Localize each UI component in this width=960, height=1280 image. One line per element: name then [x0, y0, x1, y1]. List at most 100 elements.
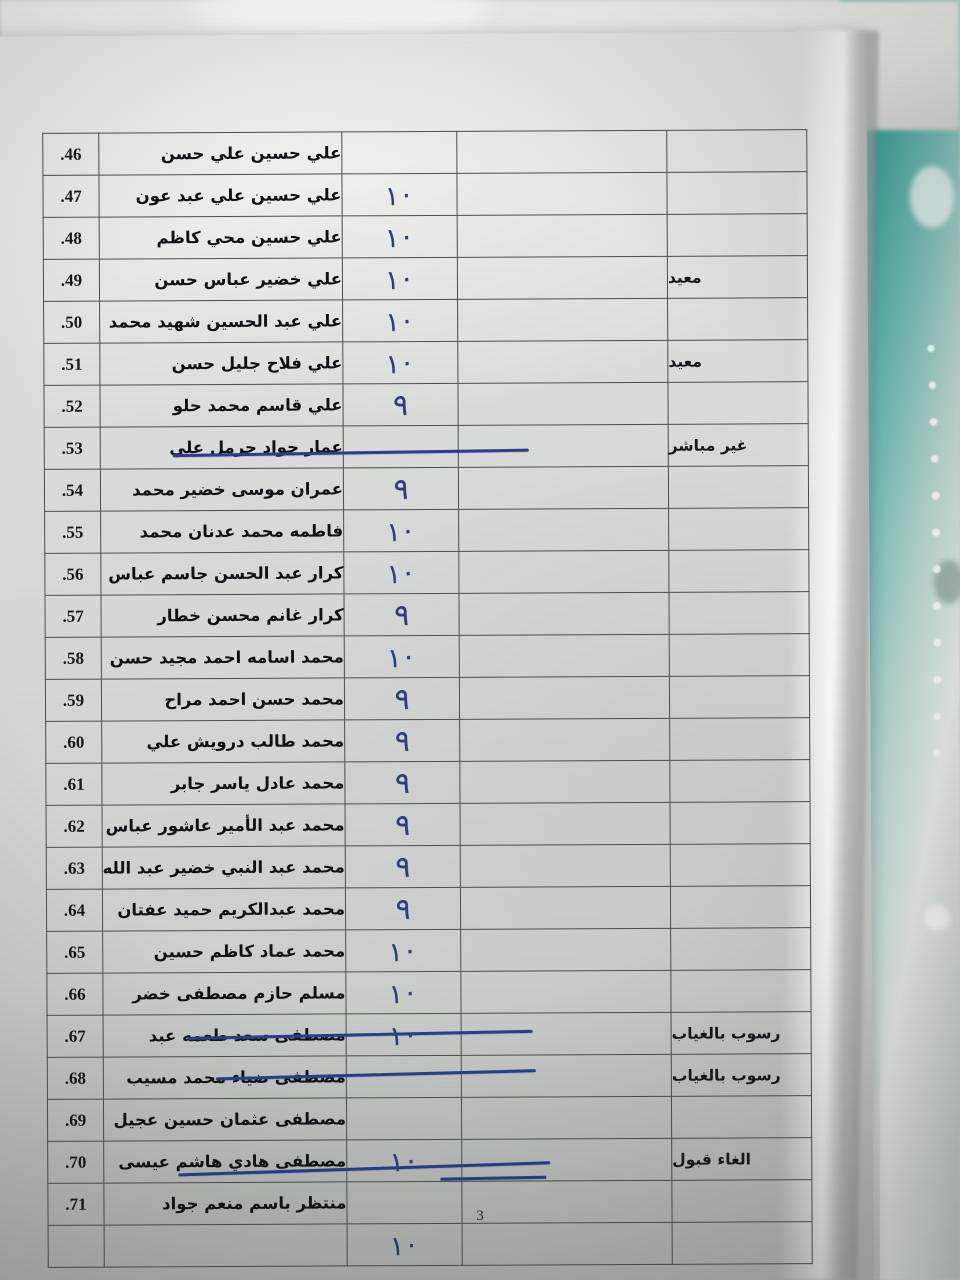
cell-grade: ١٠	[341, 173, 458, 216]
cell-empty	[458, 592, 670, 636]
cell-sequence-number: .46	[42, 133, 99, 176]
table-row: ٩ كرار غانم محسن خطار .57	[44, 591, 810, 638]
cell-grade: ٩	[345, 887, 461, 930]
cell-empty	[457, 214, 668, 258]
cell-student-name: عمران موسى خضير محمد	[100, 467, 344, 512]
sequence-number-text: .57	[62, 606, 84, 626]
sequence-number-text: .58	[62, 648, 84, 668]
handwritten-grade: ١٠	[388, 934, 418, 970]
desk-bead-chain	[918, 330, 944, 790]
cell-student-name: مصطفى هادي هاشم عيسى	[103, 1139, 347, 1184]
student-name-text: مصطفى ضياء محمد مسيب	[126, 1067, 346, 1088]
handwritten-grade: ٩	[391, 471, 411, 508]
sequence-number-text: .68	[64, 1068, 87, 1088]
student-name-text: مصطفى سعد طعمه عبد	[148, 1025, 346, 1046]
handwritten-grade: ٩	[393, 849, 413, 886]
handwritten-grade: ٩	[392, 597, 412, 634]
cell-student-name: علي حسين علي عبد عون	[98, 173, 343, 218]
cell-grade	[343, 425, 459, 468]
table-row: ٩ محمد عبدالكريم حميد عفتان .64	[46, 885, 811, 932]
handwritten-grade: ١٠	[386, 556, 417, 592]
table-row: علي حسين علي حسن .46	[42, 129, 807, 176]
sequence-number-text: .47	[60, 186, 82, 206]
table-row: ١٠ كرار عبد الحسن جاسم عباس .56	[44, 549, 809, 596]
sequence-number-text: .62	[63, 816, 85, 836]
sequence-number-text: .56	[62, 564, 84, 584]
cell-sequence-number: .66	[46, 973, 104, 1016]
table-row: ٩ محمد حسن احمد مراح .59	[45, 675, 810, 722]
handwritten-grade: ١٠	[388, 976, 419, 1012]
cell-sequence-number: .62	[46, 805, 103, 848]
cell-sequence-number: .51	[43, 343, 100, 386]
student-name-text: محمد عماد كاظم حسين	[153, 941, 346, 962]
cell-sequence-number: .69	[47, 1099, 104, 1142]
cell-empty	[460, 844, 671, 888]
cell-sequence-number: .56	[44, 553, 101, 596]
roster-table-body: علي حسين علي حسن .46 ١٠ علي حسين علي عبد عو…	[42, 129, 813, 1268]
cell-empty	[457, 256, 668, 300]
cell-sequence-number: .52	[43, 385, 101, 428]
cell-grade	[341, 131, 457, 174]
table-row: ٩ محمد عبد الأمير عاشور عباس .62	[46, 801, 811, 848]
cell-remark	[670, 927, 811, 971]
page-number: 3	[476, 1208, 484, 1224]
cell-student-name: كرار غانم محسن خطار	[100, 593, 345, 638]
cell-grade: ١٠	[346, 1013, 462, 1056]
student-name-text: مصطفى عثمان حسين عجيل	[113, 1109, 347, 1130]
handwritten-grade: ١٠	[385, 304, 415, 340]
cell-remark	[667, 381, 809, 425]
cell-remark	[668, 549, 809, 593]
sequence-number-text: .60	[63, 732, 85, 752]
cell-grade: ١٠	[347, 1223, 463, 1266]
table-row: رسوب بالغياب ١٠ مصطفى سعد طعمه عبد .67	[47, 1011, 812, 1058]
cell-remark	[670, 969, 812, 1013]
cell-empty	[462, 1222, 673, 1266]
remark-text: معيد	[667, 268, 702, 287]
cell-remark	[668, 507, 809, 551]
sequence-number-text: .46	[60, 144, 82, 164]
table-row: ٩ محمد عبد النبي خضير عبد الله .63	[46, 843, 811, 890]
student-name-text: مصطفى هادي هاشم عيسى	[118, 1151, 347, 1172]
student-name-text: علي حسين علي عبد عون	[135, 185, 342, 206]
cell-remark	[668, 465, 809, 509]
cell-remark	[666, 129, 807, 173]
student-name-text: علي قاسم محمد حلو	[172, 395, 343, 416]
cell-student-name: مسلم حازم مصطفى خضر	[102, 971, 347, 1016]
cell-empty	[459, 718, 670, 762]
cell-grade: ١٠	[342, 341, 458, 384]
cell-grade: ١٠	[342, 215, 458, 258]
student-name-text: مسلم حازم مصطفى خضر	[132, 983, 346, 1004]
table-row: ١٠ علي عبد الحسين شهيد محمد .50	[43, 297, 808, 344]
cell-student-name: محمد عبد الأمير عاشور عباس	[102, 803, 346, 848]
handwritten-grade: ٩	[392, 681, 412, 718]
cell-grade: ٩	[345, 845, 461, 888]
desk-highlight-spot-2	[924, 905, 950, 931]
handwritten-grade: ١٠	[389, 1144, 419, 1180]
cell-remark	[669, 759, 811, 803]
cell-student-name: مصطفى سعد طعمه عبد	[103, 1013, 347, 1058]
cell-sequence-number: .63	[46, 847, 103, 890]
cell-sequence-number: .58	[45, 637, 102, 680]
remark-text: الغاء قبول	[672, 1149, 751, 1169]
cell-student-name: علي عبد الحسين شهيد محمد	[99, 299, 343, 344]
cell-grade: ٩	[342, 383, 459, 426]
student-name-text: كرار عبد الحسن جاسم عباس	[108, 563, 344, 584]
table-row: الغاء قبول ١٠ مصطفى هادي هاشم عيسى .70	[47, 1137, 812, 1184]
cell-grade: ٩	[344, 719, 460, 762]
cell-grade: ١٠	[342, 257, 458, 300]
student-name-text: كرار غانم محسن خطار	[157, 605, 344, 626]
cell-sequence-number: .59	[45, 679, 102, 722]
cell-sequence-number: .65	[46, 931, 103, 974]
sequence-number-text: .61	[63, 774, 85, 794]
cell-grade: ١٠	[345, 929, 461, 972]
cell-grade: ١٠	[343, 509, 459, 552]
cell-remark	[669, 633, 810, 677]
sequence-number-text: .69	[64, 1110, 87, 1130]
handwritten-grade: ١٠	[386, 514, 416, 550]
student-name-text: محمد حسن احمد مراح	[164, 689, 345, 710]
cell-student-name: محمد عبد النبي خضير عبد الله	[102, 845, 346, 890]
handwritten-grade: ٩	[392, 765, 412, 802]
table-row: ٩ عمران موسى خضير محمد .54	[44, 465, 809, 512]
cell-student-name: محمد طالب درويش علي	[101, 719, 345, 764]
handwritten-grade: ١٠	[389, 1228, 420, 1264]
